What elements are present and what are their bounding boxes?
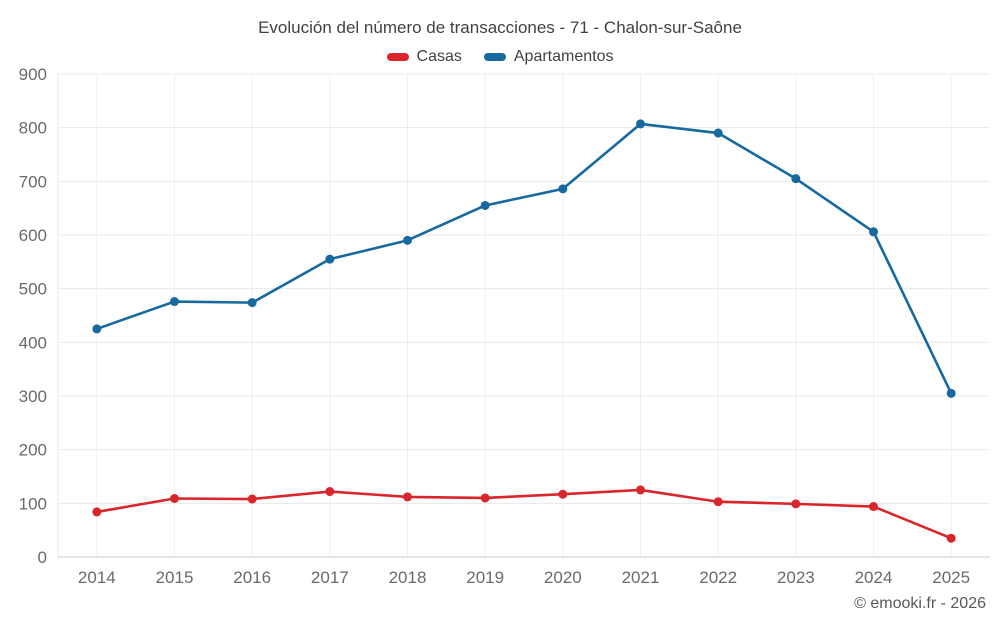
y-tick-label-100: 100 bbox=[19, 494, 47, 513]
point-apartamentos-2019[interactable] bbox=[480, 200, 490, 210]
y-tick-label-200: 200 bbox=[19, 441, 47, 460]
x-tick-label-2022: 2022 bbox=[699, 568, 737, 587]
point-apartamentos-2023[interactable] bbox=[791, 174, 801, 184]
line-casas bbox=[95, 488, 953, 540]
point-casas-2021[interactable] bbox=[636, 485, 645, 495]
point-apartamentos-2015[interactable] bbox=[170, 297, 179, 307]
y-tick-label-500: 500 bbox=[19, 280, 47, 299]
x-tick-label-2025: 2025 bbox=[932, 568, 970, 587]
point-apartamentos-2025[interactable] bbox=[946, 388, 956, 398]
y-tick-label-300: 300 bbox=[19, 387, 47, 406]
point-casas-2022[interactable] bbox=[713, 497, 723, 507]
legend-label-apartamentos: Apartamentos bbox=[513, 48, 614, 65]
x-tick-label-2016: 2016 bbox=[233, 568, 271, 587]
point-apartamentos-2018[interactable] bbox=[403, 235, 412, 245]
point-casas-2017[interactable] bbox=[325, 487, 335, 497]
point-casas-2015[interactable] bbox=[170, 494, 179, 504]
y-tick-label-800: 800 bbox=[19, 119, 47, 138]
point-apartamentos-2016[interactable] bbox=[247, 298, 257, 308]
y-tick-label-900: 900 bbox=[19, 65, 47, 84]
chart-title: Evolución del número de transacciones - … bbox=[258, 18, 742, 37]
x-tick-label-2018: 2018 bbox=[389, 568, 427, 587]
point-casas-2018[interactable] bbox=[403, 492, 412, 502]
x-tick-label-2014: 2014 bbox=[78, 568, 116, 587]
line-apartamentos bbox=[95, 122, 953, 395]
point-apartamentos-2017[interactable] bbox=[325, 254, 335, 264]
y-tick-label-700: 700 bbox=[19, 172, 47, 191]
legend-swatch-casas bbox=[386, 53, 409, 61]
point-apartamentos-2014[interactable] bbox=[92, 324, 102, 334]
point-apartamentos-2022[interactable] bbox=[713, 128, 723, 138]
legend-swatch-apartamentos bbox=[483, 53, 506, 61]
point-apartamentos-2020[interactable] bbox=[558, 184, 568, 194]
y-tick-label-400: 400 bbox=[19, 333, 47, 352]
legend-label-casas: Casas bbox=[416, 48, 462, 65]
point-casas-2014[interactable] bbox=[92, 507, 102, 517]
y-tick-label-0: 0 bbox=[38, 548, 47, 567]
legend-item-apartamentos[interactable]: Apartamentos bbox=[483, 48, 614, 66]
x-tick-label-2023: 2023 bbox=[777, 568, 815, 587]
point-casas-2016[interactable] bbox=[247, 494, 257, 504]
x-tick-label-2020: 2020 bbox=[544, 568, 582, 587]
y-tick-label-600: 600 bbox=[19, 226, 47, 245]
watermark-credit: © emooki.fr - 2026 bbox=[854, 595, 986, 612]
point-apartamentos-2021[interactable] bbox=[636, 119, 645, 129]
legend-item-casas[interactable]: Casas bbox=[386, 48, 462, 66]
x-tick-label-2017: 2017 bbox=[311, 568, 349, 587]
point-casas-2019[interactable] bbox=[480, 493, 490, 503]
point-casas-2020[interactable] bbox=[558, 489, 568, 499]
x-tick-label-2021: 2021 bbox=[622, 568, 660, 587]
x-tick-label-2019: 2019 bbox=[466, 568, 504, 587]
x-tick-label-2024: 2024 bbox=[855, 568, 893, 587]
point-apartamentos-2024[interactable] bbox=[869, 227, 878, 237]
x-tick-label-2015: 2015 bbox=[156, 568, 194, 587]
point-casas-2023[interactable] bbox=[791, 499, 801, 509]
legend: Casas Apartamentos bbox=[0, 48, 1000, 66]
point-casas-2024[interactable] bbox=[869, 502, 878, 512]
point-casas-2025[interactable] bbox=[946, 533, 956, 543]
